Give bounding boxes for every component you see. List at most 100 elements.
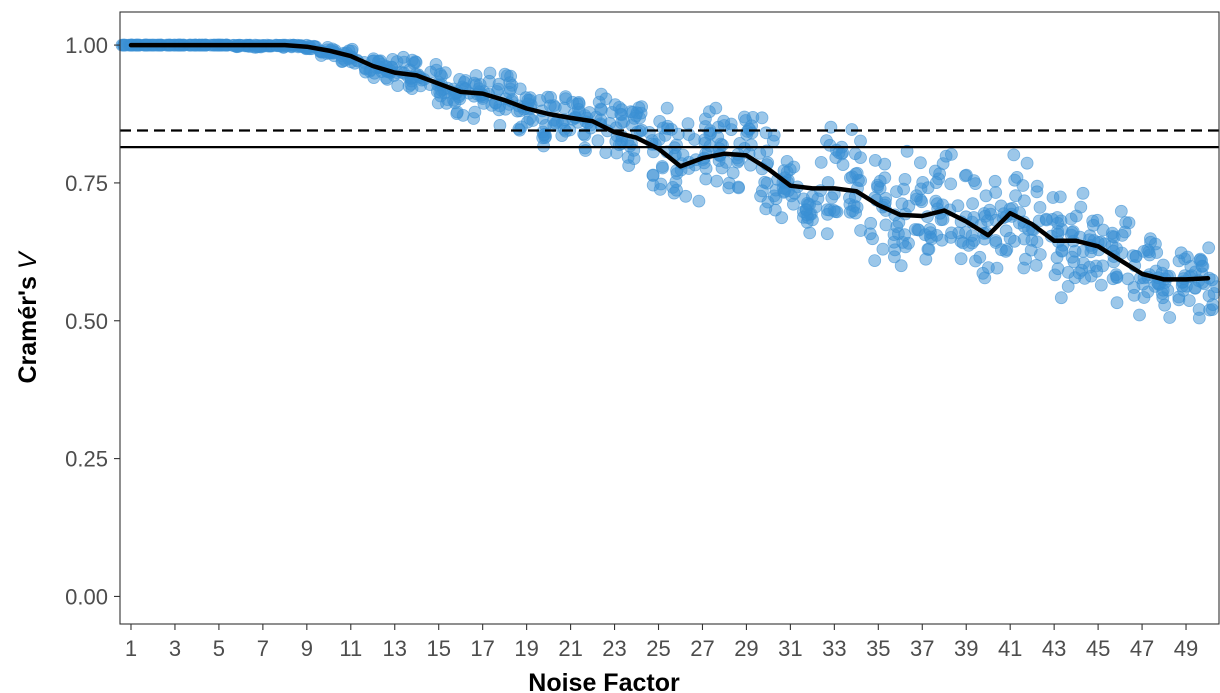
data-point (969, 177, 982, 191)
data-point (868, 254, 882, 268)
data-point (1033, 200, 1047, 214)
data-point (450, 107, 464, 120)
trend-layer (128, 42, 1211, 282)
data-point (1114, 204, 1128, 218)
x-tick-label: 27 (690, 636, 714, 661)
data-point (936, 157, 950, 171)
data-point (1017, 261, 1031, 275)
data-point (738, 110, 751, 124)
data-point (1127, 281, 1141, 294)
data-point (1046, 191, 1060, 204)
data-point (820, 227, 834, 241)
data-point (876, 242, 890, 256)
data-point (391, 79, 405, 92)
data-point (895, 197, 909, 211)
data-point (654, 177, 668, 191)
data-point (1000, 243, 1014, 257)
data-point (887, 228, 901, 242)
x-tick-label: 3 (169, 636, 181, 661)
data-point (866, 232, 879, 246)
y-axis: 0.00 0.25 0.50 0.75 1.00 (65, 33, 120, 609)
data-point (1178, 252, 1192, 266)
data-point (1020, 156, 1034, 170)
data-point (523, 112, 537, 125)
data-point (669, 175, 683, 189)
data-point (1149, 237, 1162, 251)
data-point (655, 160, 669, 173)
data-point (954, 252, 968, 266)
data-point (1039, 212, 1053, 226)
data-point (1054, 291, 1068, 305)
data-point (864, 216, 878, 230)
data-point (775, 211, 789, 225)
data-point (929, 176, 943, 190)
data-point (1016, 179, 1030, 192)
data-point (966, 197, 979, 211)
data-point (1090, 213, 1104, 227)
x-tick-label: 41 (998, 636, 1022, 661)
x-tick-label: 15 (426, 636, 450, 661)
y-axis-title-main: Cramér's (14, 269, 42, 383)
x-tick-label: 25 (646, 636, 670, 661)
data-point (951, 199, 965, 213)
data-point (758, 175, 772, 189)
data-point (806, 189, 819, 203)
data-point (990, 261, 1004, 275)
y-tick-label: 0.75 (65, 171, 108, 196)
data-point (825, 191, 839, 205)
x-tick-label: 49 (1174, 636, 1198, 661)
x-tick-label: 11 (339, 636, 362, 661)
data-point (699, 172, 713, 186)
data-point (823, 138, 837, 152)
data-point (1094, 278, 1108, 292)
data-point (1030, 235, 1044, 249)
x-tick-label: 45 (1086, 636, 1110, 661)
data-point (624, 105, 638, 119)
data-point (726, 166, 740, 180)
data-point (469, 78, 483, 91)
data-point (1206, 298, 1220, 312)
data-point (900, 144, 914, 158)
panel-border (119, 11, 1220, 625)
data-point (888, 250, 901, 264)
data-point (944, 177, 958, 191)
data-point (559, 90, 572, 103)
data-point (512, 122, 526, 136)
data-point (910, 189, 923, 203)
data-point (797, 210, 810, 224)
data-point (1115, 228, 1129, 242)
data-point (766, 134, 780, 148)
data-point (610, 146, 623, 160)
data-point (1119, 216, 1133, 229)
x-tick-label: 9 (301, 636, 313, 661)
data-point (1007, 148, 1021, 162)
data-point (599, 146, 613, 160)
data-point (1109, 268, 1123, 282)
x-tick-label: 1 (125, 636, 137, 661)
data-point (692, 194, 706, 208)
data-point (965, 229, 979, 243)
data-point (922, 242, 936, 256)
data-point (1158, 298, 1172, 312)
data-point (836, 158, 850, 172)
data-point (1018, 194, 1031, 208)
x-tick-label: 35 (866, 636, 890, 661)
data-point (898, 172, 912, 186)
data-point (846, 204, 859, 218)
x-tick-label: 39 (954, 636, 978, 661)
data-point (679, 189, 693, 203)
data-point (1195, 254, 1208, 268)
data-point (787, 160, 801, 174)
data-point (978, 271, 992, 285)
data-point (1076, 186, 1090, 200)
data-point (1068, 271, 1082, 285)
data-point (543, 99, 557, 113)
data-point (755, 111, 769, 125)
data-point (820, 203, 834, 217)
x-axis-title: Noise Factor (528, 669, 680, 693)
data-point (849, 167, 863, 181)
y-axis-title: Cramér's V (14, 250, 42, 383)
data-point (1030, 179, 1044, 193)
data-point (1050, 211, 1064, 224)
data-point (1033, 248, 1047, 261)
